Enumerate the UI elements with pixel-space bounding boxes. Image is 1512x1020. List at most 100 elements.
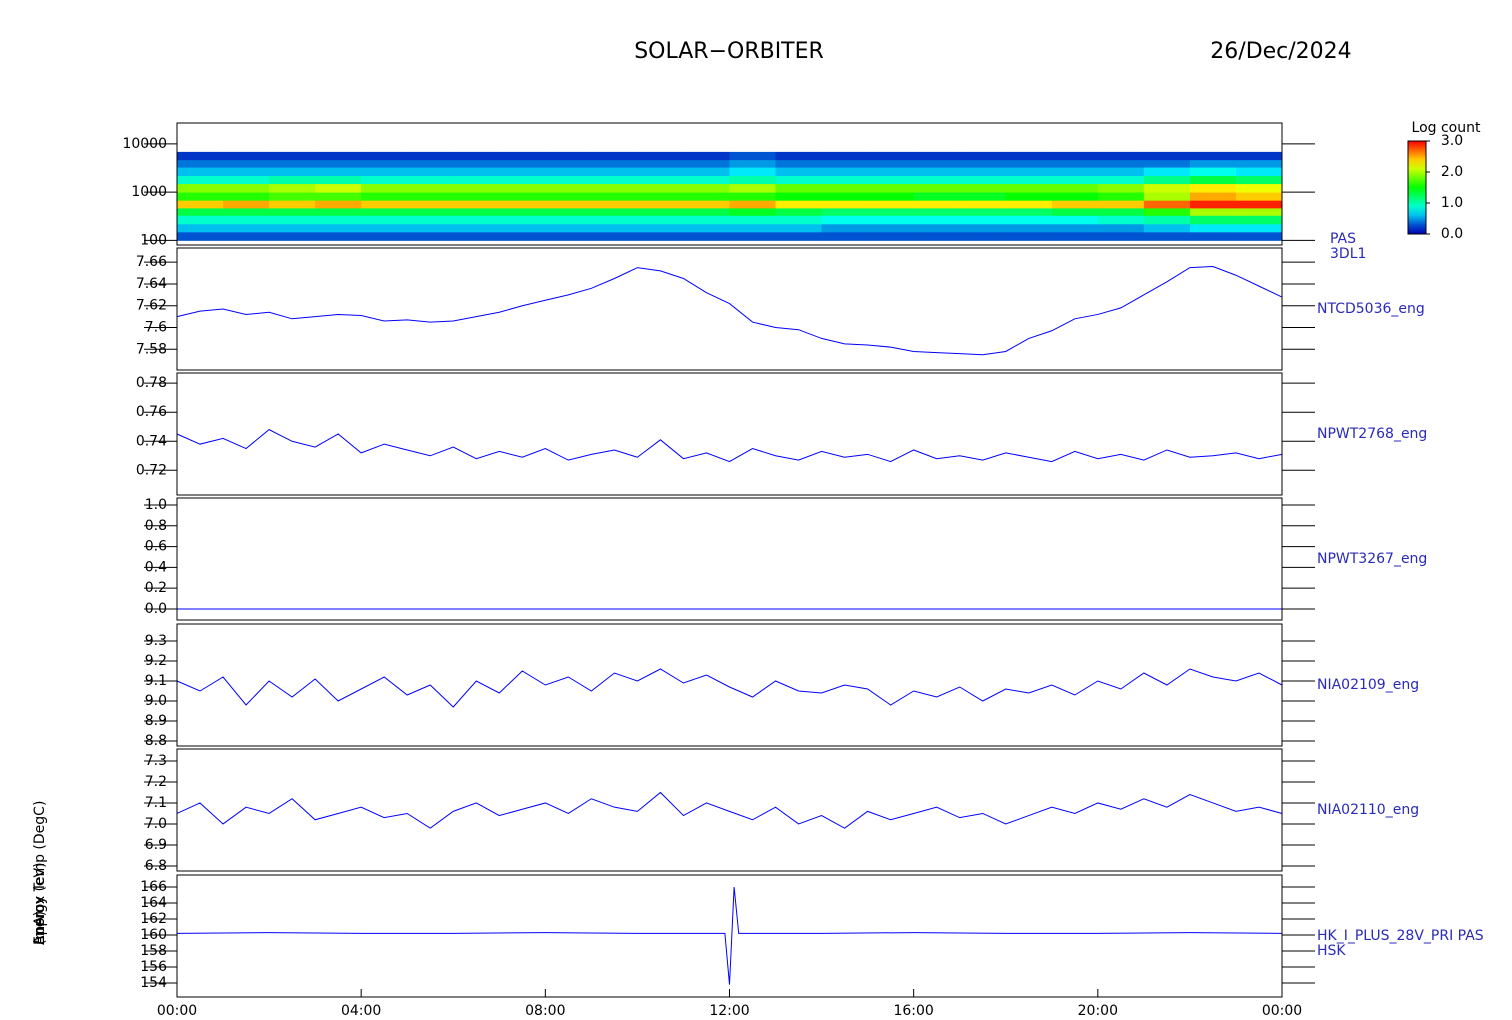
spectrogram-cell (775, 151, 823, 161)
spectrogram-cell (729, 192, 777, 201)
spectrogram-cell (453, 207, 500, 216)
spectrogram-cell (1235, 175, 1283, 185)
panel-label: NPWT3267_eng (1317, 551, 1427, 567)
spectrogram-cell (1051, 215, 1099, 225)
spectrogram-cell (637, 223, 684, 233)
spectrogram-cell (1143, 231, 1191, 241)
spectrogram-cell (1051, 192, 1099, 201)
spectrogram-cell (1189, 192, 1237, 201)
spectrogram-cell (959, 223, 1007, 233)
spectrogram-cell (407, 223, 454, 233)
spectrogram-cell (867, 231, 915, 241)
spectrogram-cell (361, 192, 408, 201)
spectrogram-cell (683, 192, 730, 201)
spectrogram-cell (545, 231, 592, 241)
spectrogram-cell (821, 215, 869, 225)
spectrogram-cell (499, 167, 546, 177)
spectrogram-cell (959, 183, 1007, 193)
spectrogram-cell (177, 223, 224, 233)
spectrogram-cell (683, 183, 730, 193)
spectrogram-cell (867, 175, 915, 185)
spectrogram-cell (821, 231, 869, 241)
spectrogram-cell (269, 223, 316, 233)
panel-frame (176, 748, 1283, 872)
spectrogram-cell (407, 183, 454, 193)
spectrogram-cell (315, 167, 362, 177)
spectrogram-cell (545, 167, 592, 177)
spectrogram-cell (867, 215, 915, 225)
spectrogram-cell (591, 231, 638, 241)
spectrogram-cell (269, 183, 316, 193)
spectrogram-cell (683, 207, 730, 216)
spectrogram-cell (637, 200, 684, 209)
spectrogram-cell (959, 231, 1007, 241)
spectrogram-cell (223, 167, 270, 177)
spectrogram-cell (637, 159, 684, 168)
spectrogram-cell (177, 175, 224, 185)
spectrogram-cell (959, 207, 1007, 216)
spectrogram-cell (223, 207, 270, 216)
spectrogram-cell (729, 215, 777, 225)
spectrogram-cell (499, 151, 546, 161)
spectrogram-cell (867, 200, 915, 209)
spectrogram-cell (223, 200, 270, 209)
x-tick-label: 16:00 (893, 1003, 933, 1019)
spectrogram-cell (867, 167, 915, 177)
spectrogram-cell (775, 175, 823, 185)
x-tick-label: 20:00 (1078, 1003, 1118, 1019)
spectrogram-cell (545, 215, 592, 225)
spectrogram-cell (361, 231, 408, 241)
spectrogram-cell (821, 151, 869, 161)
spectrogram-cell (177, 151, 224, 161)
spectrogram-cell (637, 175, 684, 185)
spectrogram-cell (1189, 167, 1237, 177)
spectrogram-cell (177, 192, 224, 201)
spectrogram-cell (683, 151, 730, 161)
spectrogram-cell (177, 159, 224, 168)
colorbar-tick-label: 2.0 (1441, 164, 1463, 180)
spectrogram-cell (223, 175, 270, 185)
panel-label: NIA02109_eng (1317, 677, 1419, 693)
spectrogram-cell (407, 151, 454, 161)
spectrogram-cell (1097, 175, 1145, 185)
spectrogram-cell (729, 159, 777, 168)
spectrogram-cell (1143, 175, 1191, 185)
spectrogram-cell (959, 175, 1007, 185)
spectrogram-cell (1051, 231, 1099, 241)
spectrogram-cell (1189, 183, 1237, 193)
spectrogram-cell (775, 200, 823, 209)
spectrogram-cell (1097, 223, 1145, 233)
spectrogram-cell (453, 223, 500, 233)
spectrogram-cell (1235, 183, 1283, 193)
spectrogram-cell (499, 175, 546, 185)
spectrogram-cell (1235, 200, 1283, 209)
spectrogram-cell (223, 215, 270, 225)
spectrogram-cell (1005, 192, 1053, 201)
spectrogram-cell (361, 151, 408, 161)
spectrogram-cell (499, 215, 546, 225)
spectrogram-cell (1051, 200, 1099, 209)
panel-frame (176, 372, 1283, 496)
spectrogram-cell (775, 231, 823, 241)
spectrogram-cell (223, 159, 270, 168)
spectrogram-cell (867, 223, 915, 233)
spectrogram-cell (729, 151, 777, 161)
spectrogram-cell (1005, 183, 1053, 193)
spectrogram-cell (407, 159, 454, 168)
colorbar-title: Log count (1412, 120, 1481, 136)
spectrogram-cell (683, 215, 730, 225)
data-line (176, 886, 1283, 985)
spectrogram-cell (545, 151, 592, 161)
spectrogram-cell (1051, 207, 1099, 216)
spectrogram-cell (1005, 223, 1053, 233)
spectrogram-cell (223, 231, 270, 241)
spectrogram-cell (453, 183, 500, 193)
spectrogram-cell (821, 183, 869, 193)
spectrogram-cell (913, 223, 961, 233)
date: 26/Dec/2024 (1210, 39, 1351, 64)
spectrogram-cell (1097, 231, 1145, 241)
spectrogram-cell (315, 223, 362, 233)
spectrogram-cell (453, 192, 500, 201)
spectrogram-cell (315, 231, 362, 241)
